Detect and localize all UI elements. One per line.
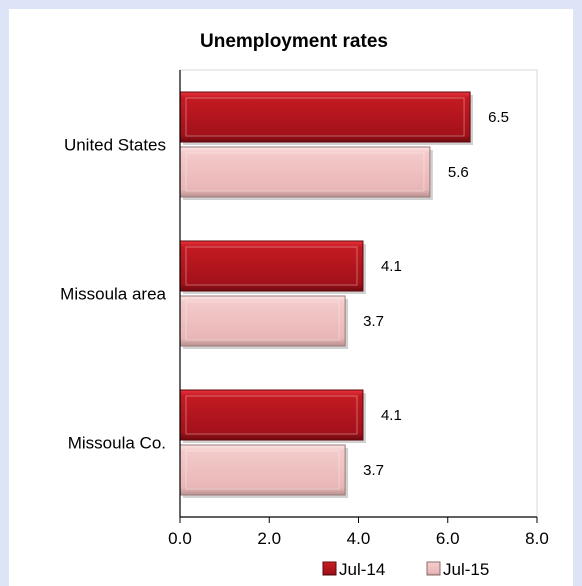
data-label: 3.7 bbox=[363, 462, 384, 479]
category-label: Missoula area bbox=[60, 285, 166, 304]
bar-jul-14 bbox=[179, 389, 364, 441]
bar-bevel bbox=[185, 395, 358, 435]
data-label: 4.1 bbox=[381, 258, 402, 275]
data-label: 6.5 bbox=[488, 109, 509, 126]
bar-jul-14 bbox=[179, 91, 471, 143]
legend-label: Jul-14 bbox=[339, 560, 385, 579]
chart-panel: Unemployment rates United States 6.5 5.6 Mi… bbox=[9, 9, 573, 586]
bar-bevel bbox=[185, 301, 340, 341]
bar-jul-15 bbox=[179, 295, 346, 347]
data-label: 3.7 bbox=[363, 313, 384, 330]
category-label: United States bbox=[64, 136, 166, 155]
category-label: Missoula Co. bbox=[68, 434, 166, 453]
chart-title: Unemployment rates bbox=[200, 31, 388, 52]
legend-swatch-jul-14 bbox=[322, 561, 337, 576]
unemployment-chart: Unemployment rates United States 6.5 5.6 Mi… bbox=[60, 31, 549, 579]
bar-bevel bbox=[185, 450, 340, 490]
x-tick-label: 2.0 bbox=[257, 529, 281, 548]
x-tick-label: 4.0 bbox=[347, 529, 371, 548]
bar-jul-15 bbox=[179, 444, 346, 496]
data-label: 4.1 bbox=[381, 407, 402, 424]
bar-jul-15 bbox=[179, 146, 431, 198]
bar-jul-14 bbox=[179, 240, 364, 292]
x-tick-label: 6.0 bbox=[436, 529, 460, 548]
x-tick-label: 0.0 bbox=[168, 529, 192, 548]
data-label: 5.6 bbox=[448, 164, 469, 181]
x-tick-label: 8.0 bbox=[525, 529, 549, 548]
bar-bevel bbox=[185, 97, 465, 137]
bar-bevel bbox=[185, 246, 358, 286]
bar-bevel bbox=[185, 152, 425, 192]
legend-label: Jul-15 bbox=[443, 560, 489, 579]
legend-swatch-jul-15 bbox=[426, 561, 441, 576]
